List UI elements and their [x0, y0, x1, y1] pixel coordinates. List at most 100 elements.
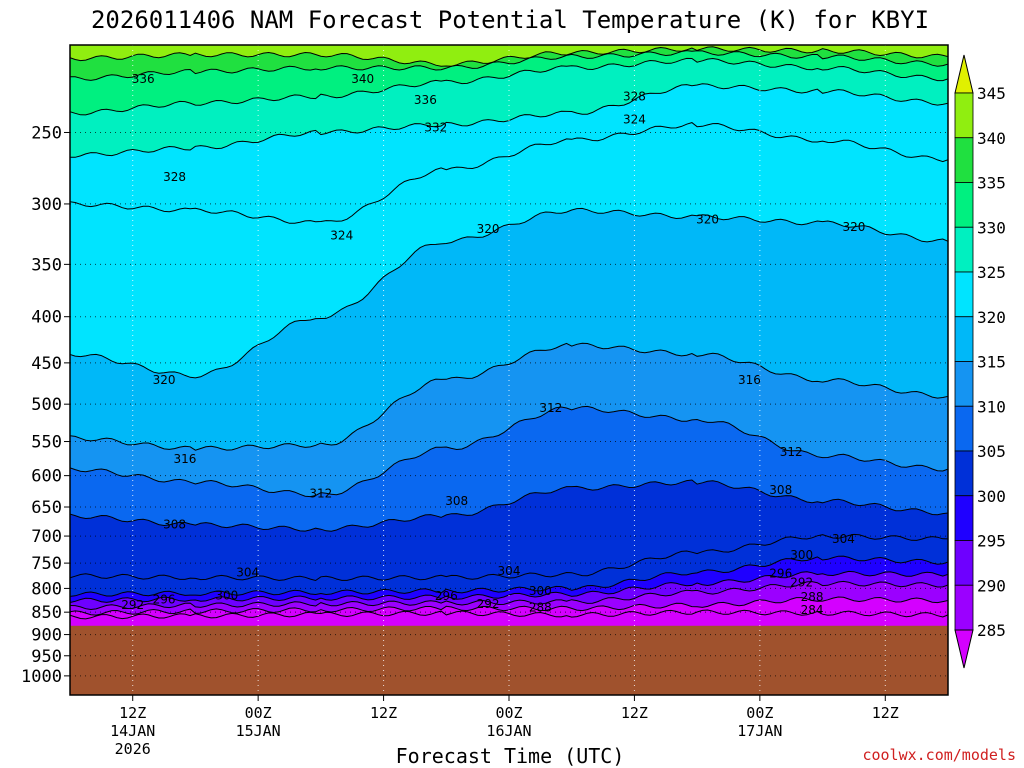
contour-label-296: 296: [435, 589, 458, 603]
contour-label-324: 324: [623, 113, 646, 127]
contour-label-312: 312: [309, 487, 332, 501]
x-tick-date-66: 17JAN: [737, 722, 782, 740]
contour-label-336: 336: [132, 72, 155, 86]
x-tick-label-42: 00Z: [495, 704, 522, 722]
contour-316: [70, 342, 948, 451]
colorbar-box-290: [954, 540, 974, 586]
colorbar-box-325: [954, 226, 974, 273]
contour-300: [70, 555, 948, 597]
y-tick-label-450: 450: [31, 354, 62, 374]
y-tick-label-400: 400: [31, 308, 62, 328]
y-tick-label-650: 650: [31, 498, 62, 518]
colorbar-box-340: [954, 92, 974, 139]
contour-label-296: 296: [153, 593, 176, 607]
colorbar-label-330: 330: [977, 218, 1006, 237]
y-tick-label-900: 900: [31, 626, 62, 646]
grid-lines: [70, 45, 948, 695]
contour-label-316: 316: [738, 373, 761, 387]
y-tick-label-300: 300: [31, 195, 62, 215]
colorbar-box-300: [954, 450, 974, 497]
contour-label-320: 320: [153, 373, 176, 387]
colorbar-label-295: 295: [977, 532, 1006, 551]
x-axis-label: Forecast Time (UTC): [396, 744, 625, 768]
y-tick-label-350: 350: [31, 255, 62, 275]
filled-contours: [70, 45, 948, 695]
contour-label-336: 336: [414, 93, 437, 107]
colorbar-label-320: 320: [977, 308, 1006, 327]
contour-label-300: 300: [529, 584, 552, 598]
contour-label-284: 284: [801, 603, 824, 617]
x-tick-label-6: 12Z: [119, 704, 146, 722]
colorbar-box-320: [954, 271, 974, 318]
contour-340: [70, 46, 948, 67]
contour-label-308: 308: [163, 518, 186, 532]
contour-label-332: 332: [424, 121, 447, 135]
contour-label-340: 340: [351, 72, 374, 86]
colorbar: 345 340 335 330 325 320 315 310 305 300 295 290 285: [954, 54, 1006, 669]
y-tick-label-700: 700: [31, 527, 62, 547]
contour-lines: [70, 46, 948, 620]
colorbar-box-310: [954, 361, 974, 407]
colorbar-label-315: 315: [977, 353, 1006, 372]
contour-label-308: 308: [445, 494, 468, 508]
contour-label-328: 328: [623, 89, 646, 103]
y-tick-label-850: 850: [31, 603, 62, 623]
contour-320: [70, 207, 948, 379]
colorbar-bottom-arrow: [954, 629, 974, 669]
x-tick-label-78: 12Z: [872, 704, 899, 722]
contour-label-296: 296: [769, 566, 792, 580]
contour-label-292: 292: [790, 575, 813, 589]
colorbar-top-arrow: [954, 54, 974, 94]
contour-312: [70, 405, 948, 498]
contour-label-328: 328: [163, 170, 186, 184]
colorbar-box-335: [954, 137, 974, 183]
y-tick-label-800: 800: [31, 579, 62, 599]
y-tick-label-750: 750: [31, 554, 62, 574]
contour-label-288: 288: [801, 590, 824, 604]
colorbar-label-290: 290: [977, 576, 1006, 595]
colorbar-box-295: [954, 495, 974, 541]
contour-label-292: 292: [121, 598, 144, 612]
contour-label-316: 316: [174, 452, 197, 466]
contour-label-312: 312: [539, 401, 562, 415]
contour-label-320: 320: [696, 212, 719, 226]
contour-label-308: 308: [769, 483, 792, 497]
colorbar-label-310: 310: [977, 397, 1006, 416]
contour-label-288: 288: [529, 601, 552, 615]
credit-text: coolwx.com/models: [862, 746, 1016, 764]
x-tick-label-18: 00Z: [245, 704, 272, 722]
contour-308: [70, 479, 948, 532]
colorbar-label-285: 285: [977, 621, 1006, 640]
x-tick-label-30: 12Z: [370, 704, 397, 722]
contour-label-300: 300: [215, 589, 238, 603]
chart-title: 2026011406 NAM Forecast Potential Temper…: [91, 6, 929, 34]
colorbar-box-315: [954, 316, 974, 362]
contour-label-292: 292: [477, 597, 500, 611]
y-tick-label-600: 600: [31, 467, 62, 487]
x-tick-date-42: 16JAN: [486, 722, 531, 740]
colorbar-label-300: 300: [977, 487, 1006, 506]
colorbar-box-330: [954, 182, 974, 228]
y-tick-label-950: 950: [31, 647, 62, 667]
contour-label-304: 304: [498, 564, 521, 578]
colorbar-label-335: 335: [977, 174, 1006, 193]
colorbar-label-325: 325: [977, 263, 1006, 282]
x-tick-label-66: 00Z: [746, 704, 773, 722]
contour-label-324: 324: [330, 228, 353, 242]
contour-label-320: 320: [842, 220, 865, 234]
contour-304: [70, 533, 948, 582]
contour-label-300: 300: [790, 548, 813, 562]
x-tick-label-54: 12Z: [621, 704, 648, 722]
contour-label-312: 312: [780, 445, 803, 459]
colorbar-label-345: 345: [977, 84, 1006, 103]
x-tick-year-6: 2026: [115, 740, 151, 758]
y-tick-label-500: 500: [31, 395, 62, 415]
contour-284: [70, 609, 948, 620]
colorbar-label-340: 340: [977, 129, 1006, 148]
contour-label-320: 320: [477, 222, 500, 236]
contour-324: [70, 122, 948, 224]
